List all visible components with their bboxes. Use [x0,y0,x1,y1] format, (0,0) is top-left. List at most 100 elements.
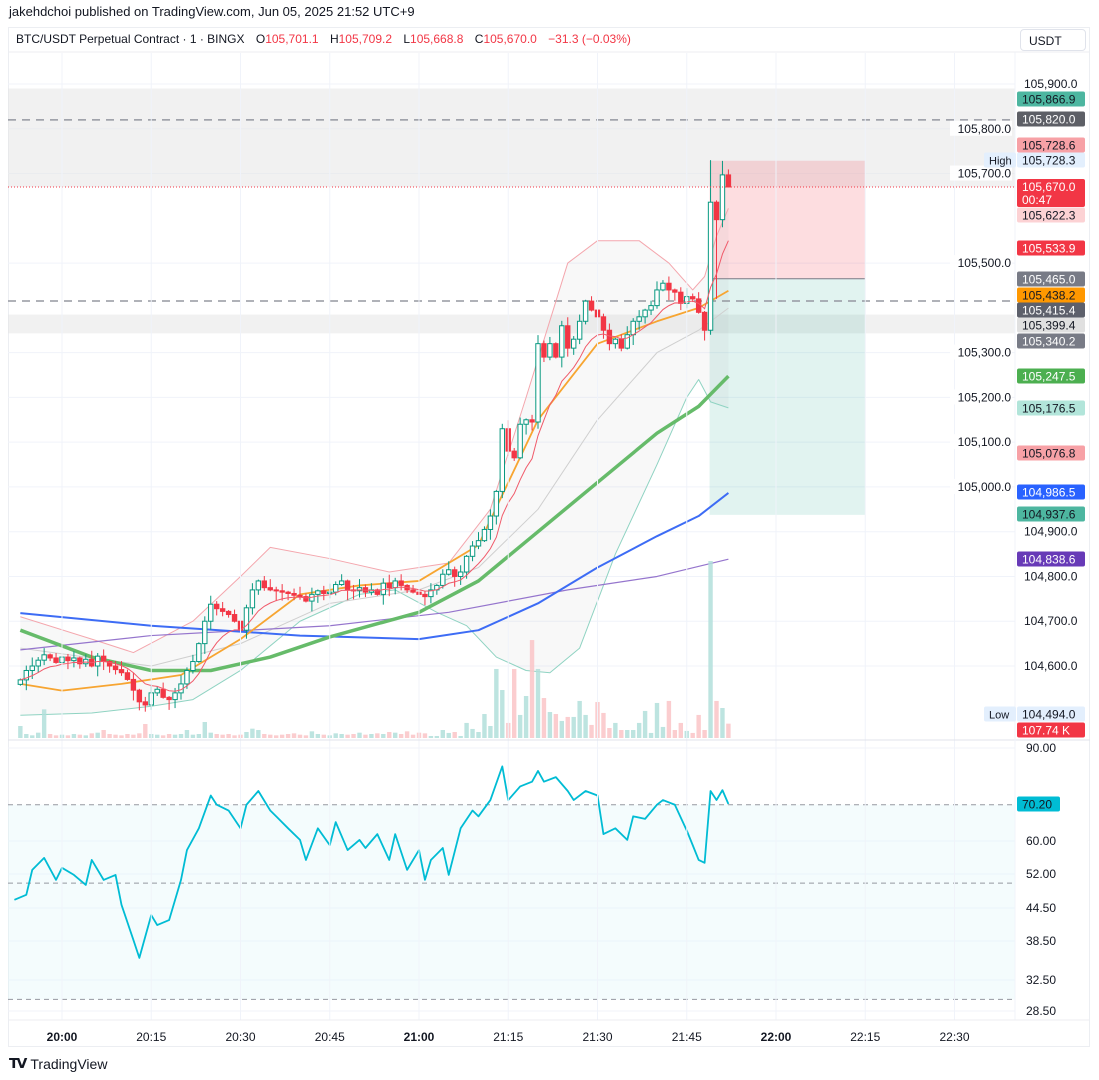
candle-up [576,320,583,340]
volume-bar [381,734,386,738]
candle-up [559,325,565,358]
candle-down [47,654,53,659]
candle-down [606,329,613,345]
candle-up [356,587,363,592]
candle-down [124,672,131,680]
price-label: 105,866.9 [1017,91,1085,107]
price-label: 105,820.0 [1017,111,1085,127]
candle-down [410,589,416,593]
countdown-text: 00:47 [1022,193,1052,207]
volume-bar [119,735,124,738]
volume-bar [41,709,47,738]
candle-down [398,580,404,586]
candle-down [600,316,607,331]
candle-down [214,603,220,610]
candle-up [571,338,577,349]
candle-up [17,679,24,685]
price-label-bg [1017,207,1085,223]
candle-down [142,701,149,706]
candle-down [565,325,571,349]
volume-bar [321,734,326,738]
price-label-text: 104,838.6 [1022,553,1076,567]
price-label: 104,494.0 Low [984,706,1085,722]
volume-bar [672,730,678,738]
candle-down [386,582,392,589]
price-label-text: 105,533.9 [1022,242,1076,256]
candle-down [136,689,143,703]
candle-down [291,592,297,596]
rsi-pane [8,747,1015,1012]
price-label-text: 104,494.0 [1022,708,1076,722]
close-label: C [474,32,484,46]
candle-down [112,665,119,671]
brand-name: TradingView [30,1055,108,1072]
price-label-text: 104,937.6 [1022,508,1076,522]
candle-up [154,688,160,694]
candle-up [457,571,464,577]
candle-down [321,590,327,594]
candle-up [172,692,178,701]
candle-down [713,201,720,221]
volume-bar [708,561,713,738]
candle-up [499,428,506,492]
price-label-text: 105,076.8 [1022,447,1076,461]
volume-bar [333,733,338,738]
price-label-bg [1017,706,1085,722]
volume-bar [137,733,142,738]
tag-bg [984,152,1016,168]
candle-up [660,282,666,291]
open-label: O [255,32,266,46]
volume-bar [208,732,213,738]
high-value: 105,709.2 [338,32,392,46]
currency-button[interactable]: USDT [1020,29,1086,51]
volume-bar [125,734,130,738]
candle-up [446,569,452,575]
price-label: 105,533.9 [1017,240,1085,256]
price-tick-label: 105,000.0 [958,480,1012,494]
candle-down [285,591,291,594]
time-tick-label: 22:00 [761,1030,792,1044]
candle-up [475,540,482,547]
price-label: 105,622.3 [1017,207,1085,223]
volume-bar [297,734,303,738]
volume-bar [517,714,523,738]
price-label-text: 105,176.5 [1022,402,1076,416]
volume-bar [428,736,434,738]
volume-bar [53,735,59,738]
volume-bar [553,714,559,738]
low-value: 105,668.8 [410,32,464,46]
volume-bar [107,734,112,738]
price-label: 104,838.6 [1017,551,1085,567]
volume-bar [309,731,315,738]
symbol-title[interactable]: BTC/USDT Perpetual Contract · 1 · BINGX [16,32,245,46]
candle-down [100,655,107,663]
candle-down [701,311,708,331]
short-position-target-zone [709,278,866,515]
volume-bar [398,734,404,738]
candle-up [582,300,589,322]
volume-bar [529,640,535,738]
volume-bar [226,734,231,738]
price-label: 105,728.3 High [984,152,1085,168]
volume-bar [315,734,321,738]
price-label: 105,340.2 [1017,333,1085,349]
price-label-bg [1017,111,1085,127]
price-label: 104,986.5 [1017,484,1085,500]
volume-bar [178,734,184,738]
price-tick-backdrop [950,434,1012,450]
volume-bar [274,735,279,738]
volume-bar [488,726,493,738]
price-tick-backdrop [950,389,1012,405]
candle-up [654,289,660,307]
price-label: 105,438.2 [1017,287,1085,303]
volume-bar [36,732,41,738]
ema-fast-line [20,240,729,692]
rsi-tick-label: 44.50 [1026,901,1056,915]
volume-bar [660,726,666,738]
tradingview-logo[interactable]: 𝗧𝗩 TradingView [9,1055,107,1072]
price-label-bg [1017,506,1085,522]
candle-up [642,309,648,318]
candle-up [333,584,339,593]
price-tick-label: 105,100.0 [958,435,1012,449]
